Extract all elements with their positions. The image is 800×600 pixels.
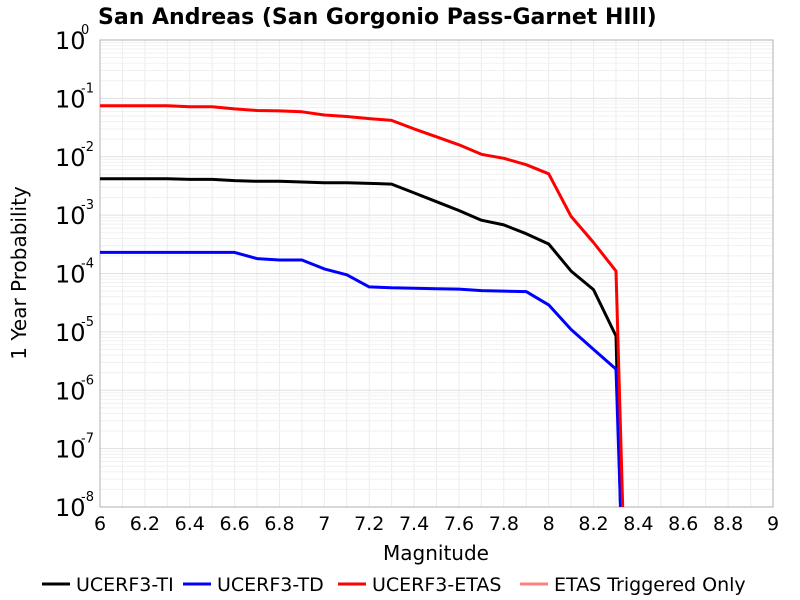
y-tick-base: 10 <box>55 261 86 289</box>
x-tick-label: 6 <box>94 513 106 535</box>
series-layer <box>100 104 625 508</box>
grid <box>99 40 774 508</box>
legend-label: UCERF3-TD <box>217 574 324 596</box>
legend-item: ETAS Triggered Only <box>520 574 746 596</box>
y-tick-base: 10 <box>55 436 86 464</box>
legend-label: ETAS Triggered Only <box>554 574 746 596</box>
x-tick-label: 8.8 <box>713 513 743 535</box>
y-tick-label: 10-2 <box>55 140 94 172</box>
y-tick-label: 10-7 <box>55 432 94 464</box>
x-tick-label: 7.2 <box>354 513 384 535</box>
y-tick-exponent: -5 <box>81 315 94 330</box>
x-tick-label: 6.6 <box>219 513 249 535</box>
y-tick-exponent: -3 <box>81 198 94 213</box>
y-tick-base: 10 <box>55 85 86 113</box>
y-tick-exponent: 0 <box>81 23 89 38</box>
x-tick-label: 8.4 <box>623 513 653 535</box>
legend-label: UCERF3-TI <box>76 574 174 596</box>
y-tick-exponent: -6 <box>81 373 94 388</box>
y-tick-exponent: -4 <box>81 257 94 272</box>
y-tick-base: 10 <box>55 377 86 405</box>
y-tick-base: 10 <box>55 494 86 522</box>
y-tick-base: 10 <box>55 144 86 172</box>
x-tick-label: 6.4 <box>175 513 205 535</box>
legend-item: UCERF3-ETAS <box>338 574 501 596</box>
y-tick-base: 10 <box>55 202 86 230</box>
plot-area <box>99 39 774 508</box>
legend-item: UCERF3-TI <box>42 574 174 596</box>
x-axis-ticks: 6 6.2 6.4 6.6 6.8 7 7.2 7.4 7.6 7.8 8 8.2 8.4 8.6 8.8 9 <box>94 513 779 535</box>
y-tick-label: 100 <box>55 23 89 55</box>
y-tick-label: 10-6 <box>55 373 94 405</box>
x-tick-label: 7 <box>318 513 330 535</box>
x-axis-label: Magnitude <box>383 541 489 565</box>
series-line-ucerf3-td <box>100 250 622 508</box>
legend-label: UCERF3-ETAS <box>372 574 501 596</box>
y-axis-label: 1 Year Probability <box>7 186 31 360</box>
x-tick-label: 7.6 <box>444 513 474 535</box>
y-tick-base: 10 <box>55 319 86 347</box>
x-tick-label: 6.2 <box>130 513 160 535</box>
x-tick-label: 7.4 <box>399 513 429 535</box>
x-tick-label: 8.6 <box>668 513 698 535</box>
y-tick-label: 10-4 <box>55 257 94 289</box>
legend-item: UCERF3-TD <box>183 574 324 596</box>
x-tick-label: 9 <box>767 513 779 535</box>
y-tick-exponent: -8 <box>81 490 94 505</box>
y-tick-exponent: -7 <box>81 432 94 447</box>
x-tick-label: 7.8 <box>489 513 519 535</box>
x-tick-label: 6.8 <box>264 513 294 535</box>
y-tick-label: 10-1 <box>55 81 94 113</box>
y-tick-label: 10-8 <box>55 490 94 522</box>
x-tick-label: 8.2 <box>578 513 608 535</box>
y-tick-label: 10-3 <box>55 198 94 230</box>
y-tick-exponent: -1 <box>81 81 94 96</box>
x-tick-label: 8 <box>543 513 555 535</box>
series-line-ucerf3-ti <box>100 177 622 508</box>
y-tick-base: 10 <box>55 27 86 55</box>
series-line-ucerf3-etas <box>100 104 625 508</box>
y-tick-label: 10-5 <box>55 315 94 347</box>
chart-title: San Andreas (San Gorgonio Pass-Garnet HI… <box>98 5 657 30</box>
legend: UCERF3-TI UCERF3-TD UCERF3-ETAS ETAS Trigge… <box>42 574 746 596</box>
y-tick-exponent: -2 <box>81 140 94 155</box>
